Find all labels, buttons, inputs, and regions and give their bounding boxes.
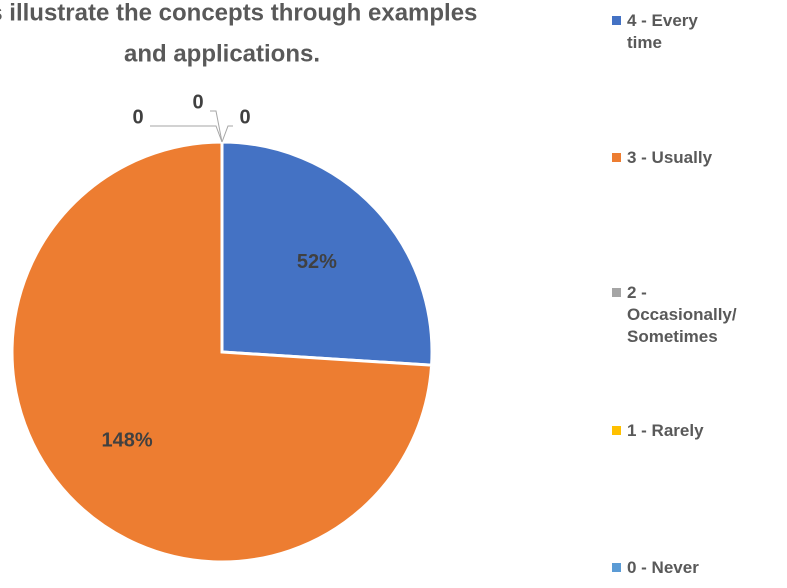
legend-label: 4 - Every time xyxy=(627,11,698,52)
leader-line xyxy=(150,125,223,143)
legend-item: 3 - Usually xyxy=(612,147,732,169)
legend-swatch xyxy=(612,288,621,297)
data-label: 52% xyxy=(297,251,337,273)
data-label: 0 xyxy=(192,91,203,113)
chart-title: ers illustrate the concepts through exam… xyxy=(0,0,477,26)
legend-swatch xyxy=(612,563,621,572)
legend-label: 3 - Usually xyxy=(627,148,713,167)
legend-item: 4 - Every time xyxy=(612,10,732,54)
data-label: 0 xyxy=(239,106,250,128)
legend-swatch xyxy=(612,153,621,162)
legend-swatch xyxy=(612,16,621,25)
legend-item: 0 - Never xyxy=(612,557,732,579)
legend-swatch xyxy=(612,426,621,435)
chart-title: and applications. xyxy=(124,40,320,67)
data-label: 148% xyxy=(102,429,153,451)
data-label: 0 xyxy=(132,106,143,128)
legend-label: 1 - Rarely xyxy=(627,421,704,440)
legend-label: 0 - Never xyxy=(627,558,699,577)
legend-label: 2 - Occasionally/ Sometimes xyxy=(627,283,737,346)
pie-slice xyxy=(220,140,434,367)
leader-line xyxy=(221,125,233,143)
legend-item: 2 - Occasionally/ Sometimes xyxy=(612,282,737,348)
leader-line xyxy=(210,110,223,143)
legend-item: 1 - Rarely xyxy=(612,420,732,442)
